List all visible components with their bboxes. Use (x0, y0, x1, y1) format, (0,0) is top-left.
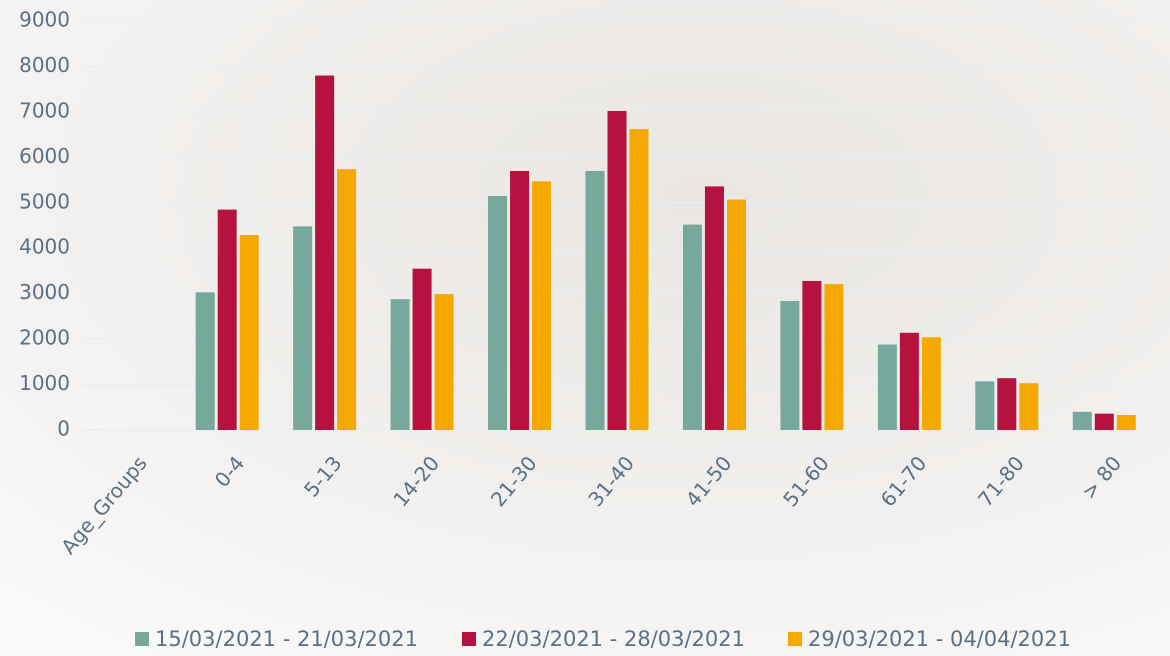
y-tick-label: 3000 (19, 280, 70, 304)
bar (1072, 411, 1092, 430)
y-tick-label: 9000 (19, 8, 70, 32)
bar (390, 299, 410, 430)
y-tick-label: 6000 (19, 144, 70, 168)
bar (1116, 415, 1136, 430)
legend-swatch (462, 632, 476, 646)
legend-label: 22/03/2021 - 28/03/2021 (482, 627, 745, 651)
bar (780, 300, 800, 430)
bar (195, 292, 215, 430)
bar (629, 129, 649, 430)
bar (315, 75, 335, 431)
y-tick-label: 4000 (19, 235, 70, 259)
bar (726, 199, 746, 430)
bar (975, 381, 995, 430)
y-tick-label: 0 (57, 417, 70, 441)
bar (532, 181, 552, 430)
y-tick-label: 1000 (19, 371, 70, 395)
y-tick-label: 2000 (19, 326, 70, 350)
y-tick-label: 7000 (19, 98, 70, 122)
legend-label: 15/03/2021 - 21/03/2021 (155, 627, 418, 651)
bar (434, 294, 454, 430)
bar (293, 226, 313, 430)
legend-swatch (135, 632, 149, 646)
bar (824, 284, 844, 430)
bar (1019, 383, 1039, 430)
bar (239, 235, 259, 430)
bar (607, 110, 627, 430)
bar (802, 280, 822, 430)
bar (997, 378, 1017, 430)
bar (682, 224, 702, 430)
bar (488, 195, 508, 430)
bar (412, 268, 432, 430)
bar (704, 186, 724, 430)
bar (921, 337, 941, 430)
y-tick-label: 5000 (19, 189, 70, 213)
bar (1094, 413, 1114, 430)
legend-label: 29/03/2021 - 04/04/2021 (808, 627, 1071, 651)
bar (510, 170, 530, 430)
bar (337, 169, 357, 430)
bar (899, 332, 919, 430)
legend-swatch (788, 632, 802, 646)
bar (877, 344, 897, 430)
y-tick-label: 8000 (19, 53, 70, 77)
bar (217, 209, 237, 430)
bar (585, 170, 605, 430)
